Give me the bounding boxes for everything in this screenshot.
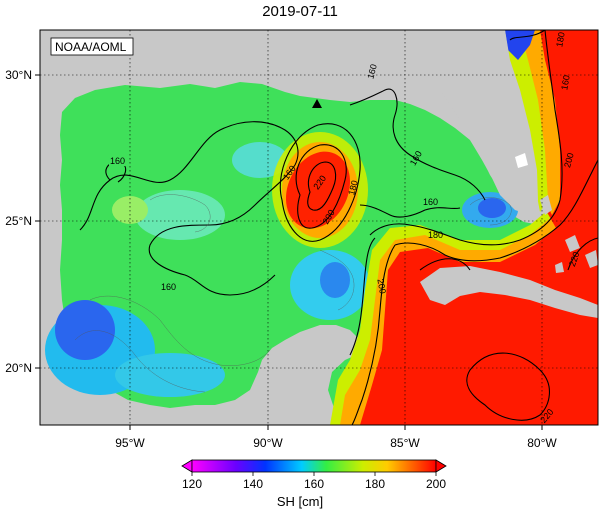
contour-label: 180 [346, 179, 360, 196]
minor-contours [74, 194, 512, 393]
low-area [478, 198, 506, 218]
bahamas-land [565, 235, 580, 252]
contour-label: 200 [375, 278, 387, 295]
bahamas-land [585, 250, 598, 268]
colorbar-gradient [191, 459, 437, 473]
lon-tick-label: 80°W [527, 436, 557, 450]
contour-label: 220 [567, 250, 582, 268]
contour-label: 160 [559, 74, 571, 91]
contour-220-eddy [307, 161, 337, 211]
axis-ticks [35, 74, 543, 430]
low-area [232, 142, 288, 178]
contour-160 [349, 88, 486, 201]
contour-label: 160 [110, 156, 125, 166]
florida-land [405, 30, 538, 215]
lon-tick-label: 95°W [115, 436, 145, 450]
graticule [40, 30, 598, 425]
contour-label: 160 [423, 197, 438, 207]
contour-label: 200 [562, 152, 576, 169]
low-area [135, 190, 225, 240]
contour-180-eddy [279, 123, 361, 242]
lon-tick-label: 85°W [390, 436, 420, 450]
low-area [320, 262, 350, 298]
low-area [55, 300, 115, 360]
colorbar-right-arrow [435, 459, 447, 473]
lake-okeechobee [515, 153, 528, 168]
contour-label: 180 [428, 230, 443, 240]
lat-tick-label: 30°N [5, 68, 32, 82]
colorbar: 120 140 160 180 200 [181, 459, 447, 491]
contour-220 [466, 352, 550, 421]
colorbar-left-arrow [181, 459, 193, 473]
lat-tick-label: 20°N [5, 361, 32, 375]
contour-label: 180 [554, 31, 566, 48]
source-label-box [50, 37, 134, 56]
colorbar-tick-label: 200 [426, 477, 446, 491]
contour-160 [359, 204, 461, 218]
contour-200-eddy [295, 144, 347, 229]
contour-180 [349, 237, 376, 356]
contour-200 [351, 244, 396, 425]
colorbar-unit-label: SH [cm] [276, 494, 324, 509]
map-title: 2019-07-11 [262, 3, 338, 20]
lon-tick-label: 90°W [253, 436, 283, 450]
contour-160 [79, 121, 299, 296]
contour-220 [567, 237, 598, 271]
station-marker-icon [312, 99, 322, 108]
contour-label: 160 [365, 63, 379, 80]
bahamas-land [555, 262, 564, 273]
contour-label: 160 [161, 282, 176, 292]
contour-200 [394, 159, 598, 262]
contour-180 [509, 30, 546, 41]
colorbar-tick-label: 160 [304, 477, 324, 491]
low-area [115, 353, 225, 397]
source-label: NOAA/AOML [55, 40, 127, 54]
colorbar-tick-label: 120 [182, 477, 202, 491]
contour-lines [79, 30, 598, 425]
plot-frame [39, 29, 599, 426]
colorbar-tick-label: 140 [243, 477, 263, 491]
contour-220 [419, 258, 471, 271]
colorbar-tick-label: 180 [365, 477, 385, 491]
cuba-land [420, 266, 598, 318]
atlantic-blue [505, 30, 535, 60]
contour-180 [369, 30, 563, 246]
lat-tick-label: 25°N [5, 214, 32, 228]
bahamas-land [540, 195, 552, 215]
